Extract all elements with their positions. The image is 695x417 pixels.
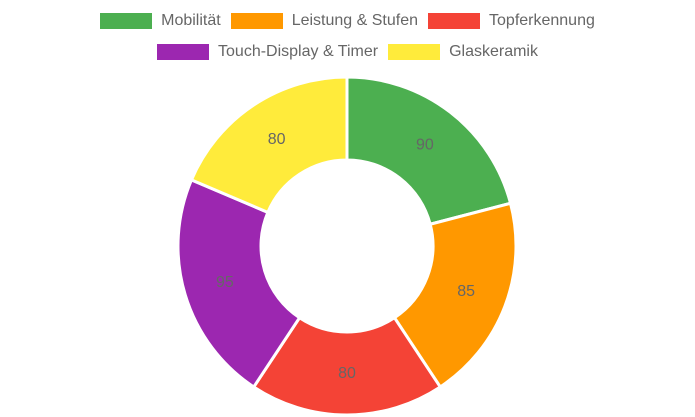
slice-value-label-leistung-stufen: 85 [457, 283, 475, 300]
legend-swatch-leistung-stufen [230, 13, 283, 29]
slice-value-label-topferkennung: 80 [338, 365, 356, 382]
legend-label-touch-display-timer: Touch-Display & Timer [218, 43, 379, 60]
legend-item-glaskeramik[interactable]: Glaskeramik [388, 42, 538, 62]
slice-glaskeramik[interactable] [189, 75, 349, 215]
slice-value-label-mobilitaet: 90 [416, 137, 434, 154]
legend-swatch-topferkennung [428, 13, 481, 29]
legend-item-topferkennung[interactable]: Topferkennung [428, 11, 595, 31]
legend-swatch-touch-display-timer [157, 44, 210, 60]
legend-item-leistung-stufen[interactable]: Leistung & Stufen [230, 11, 419, 31]
legend-row-2: Touch-Display & Timer Glaskeramik [0, 42, 695, 62]
slice-touch-display-timer[interactable] [176, 177, 302, 390]
legend-item-touch-display-timer[interactable]: Touch-Display & Timer [157, 42, 378, 62]
slice-mobilitaet[interactable] [345, 75, 513, 227]
slice-leistung-stufen[interactable] [392, 201, 518, 390]
legend-label-leistung-stufen: Leistung & Stufen [291, 12, 419, 29]
slice-value-label-touch-display-timer: 95 [216, 274, 234, 291]
legend-label-glaskeramik: Glaskeramik [449, 43, 538, 60]
legend-label-mobilitaet: Mobilität [161, 12, 221, 29]
slice-topferkennung[interactable] [251, 315, 443, 417]
legend-swatch-glaskeramik [388, 44, 441, 60]
slice-value-label-glaskeramik: 80 [268, 131, 286, 148]
legend-item-mobilitaet[interactable]: Mobilität [100, 11, 221, 31]
legend-swatch-mobilitaet [100, 13, 153, 29]
legend-label-topferkennung: Topferkennung [489, 12, 595, 29]
legend-row-1: Mobilität Leistung & Stufen Topferkennun… [0, 11, 695, 31]
